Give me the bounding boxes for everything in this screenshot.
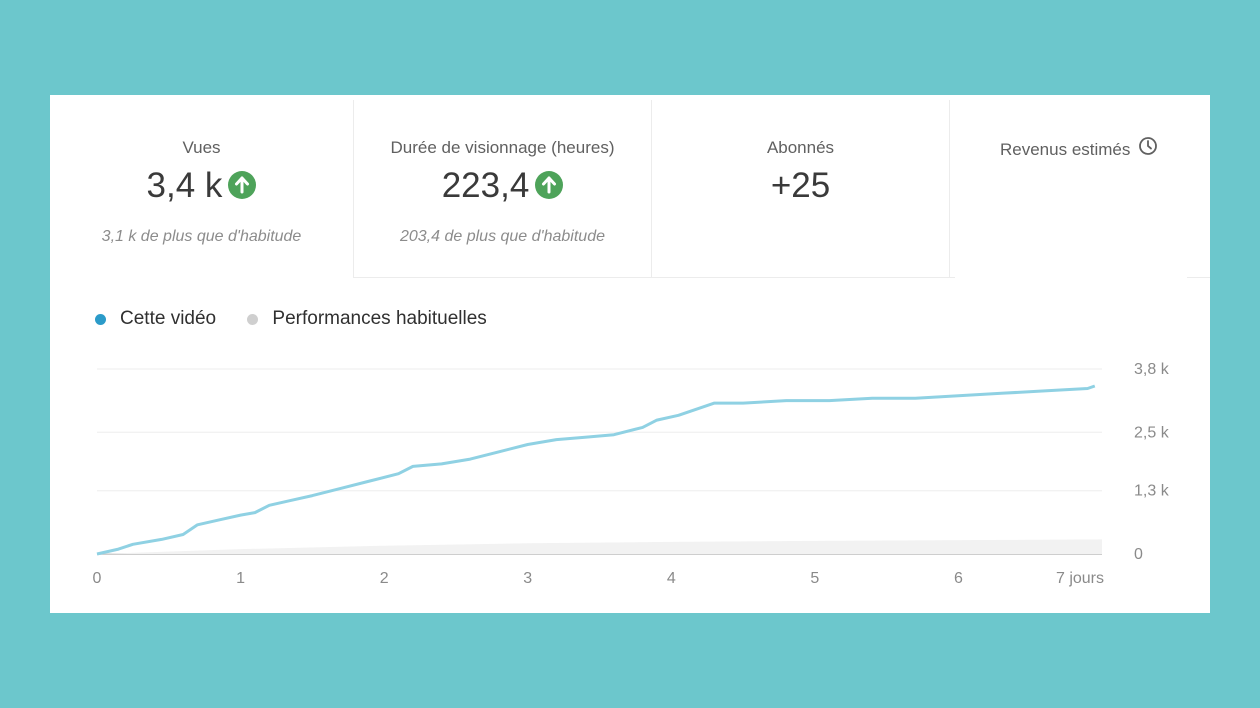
x-tick-label: 3: [523, 570, 532, 587]
tab-subscribers[interactable]: Abonnés +25: [652, 100, 950, 278]
x-tick-label: 4: [667, 570, 676, 587]
views-label: Vues: [182, 138, 221, 157]
legend-label-this-video: Cette vidéo: [120, 308, 217, 329]
views-note: 3,1 k de plus que d'habitude: [101, 228, 302, 245]
legend-label-typical: Performances habituelles: [272, 308, 487, 329]
revenue-label: Revenus estimés: [1000, 136, 1158, 163]
metric-tabs: Vues 3,4 k 3,1 k de plus que d'habitude …: [50, 95, 1210, 305]
y-tick-label: 2,5 k: [1134, 424, 1170, 441]
trend-up-icon: [535, 170, 564, 199]
y-tick-label: 1,3 k: [1134, 483, 1170, 500]
legend-item-this-video: Cette vidéo: [95, 308, 216, 330]
x-tick-label: 0: [93, 570, 102, 587]
legend-item-typical: Performances habituelles: [247, 308, 487, 330]
views-number: 3,4 k: [146, 166, 223, 205]
series-typical-performance: [97, 539, 1102, 554]
clock-icon: [1138, 136, 1158, 161]
trend-up-icon: [228, 170, 257, 199]
x-tick-label: 6: [954, 570, 963, 587]
watch-time-label: Durée de visionnage (heures): [390, 138, 615, 157]
x-tick-label: 2: [380, 570, 389, 587]
subscribers-label: Abonnés: [766, 138, 835, 157]
tab-views[interactable]: Vues 3,4 k 3,1 k de plus que d'habitude: [50, 100, 354, 278]
chart-legend: Cette vidéo Performances habituelles: [95, 308, 513, 331]
legend-dot-typical: [247, 313, 259, 325]
revenue-label-text: Revenus estimés: [1000, 139, 1131, 159]
redaction-box: [955, 175, 1187, 305]
watch-time-number: 223,4: [441, 166, 530, 205]
views-value: 3,4 k: [50, 166, 353, 206]
legend-dot-this-video: [95, 313, 106, 325]
analytics-card: Vues 3,4 k 3,1 k de plus que d'habitude …: [50, 95, 1210, 613]
y-tick-label: 0: [1134, 546, 1143, 563]
series-this-video-line: [96, 384, 1096, 556]
watch-time-value: 223,4: [354, 166, 651, 206]
x-tick-label: 5: [810, 570, 819, 587]
watch-time-note: 203,4 de plus que d'habitude: [399, 228, 605, 245]
y-tick-label: 3,8 k: [1134, 361, 1170, 378]
subscribers-value: +25: [770, 166, 831, 205]
x-tick-label: 7 jours: [1056, 570, 1104, 587]
views-line-chart: 0 1,3 k 2,5 k 3,8 k 0 1 2 3 4 5 6 7 jours: [93, 361, 1170, 587]
x-tick-label: 1: [236, 570, 245, 587]
tab-watch-time[interactable]: Durée de visionnage (heures) 223,4 203,4…: [354, 100, 652, 278]
